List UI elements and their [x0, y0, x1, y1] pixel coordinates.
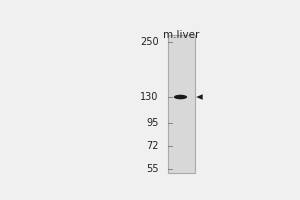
- Text: 250: 250: [140, 37, 158, 47]
- Text: 72: 72: [146, 141, 158, 151]
- Text: m.liver: m.liver: [164, 30, 200, 40]
- Text: 55: 55: [146, 164, 158, 174]
- Polygon shape: [196, 94, 203, 100]
- Bar: [168, 35, 195, 173]
- Text: 95: 95: [146, 118, 158, 128]
- Text: 130: 130: [140, 92, 158, 102]
- Ellipse shape: [174, 95, 187, 99]
